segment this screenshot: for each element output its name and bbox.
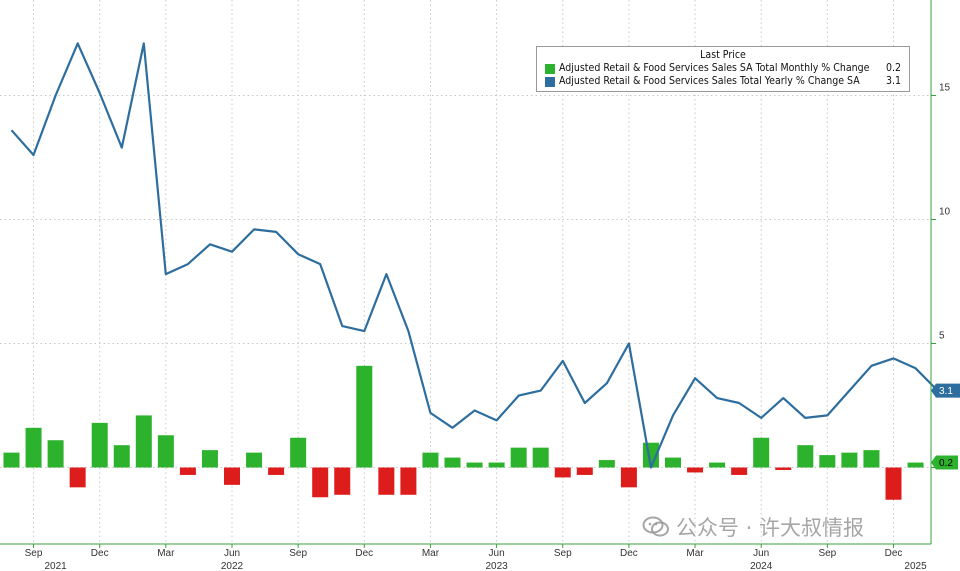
x-year-label: 2024 [750, 561, 773, 571]
monthly-change-bar [665, 457, 681, 468]
x-year-label: 2025 [904, 561, 927, 571]
monthly-change-bar [819, 455, 836, 468]
x-year-label: 2023 [485, 561, 508, 571]
monthly-change-bar [620, 467, 637, 488]
legend-value-monthly: 0.2 [885, 62, 901, 74]
monthly-change-bar [775, 467, 792, 470]
monthly-change-bar [554, 467, 571, 478]
wechat-icon [642, 516, 669, 537]
x-tick-label: Jun [753, 548, 769, 559]
monthly-change-bar [841, 452, 858, 468]
monthly-change-bar [598, 460, 615, 468]
x-tick-label: Mar [686, 548, 704, 559]
monthly-change-bar [885, 467, 902, 500]
last-value-tag-text: 3.1 [939, 386, 953, 397]
monthly-change-bar [246, 452, 263, 468]
legend-entry-monthly: Adjusted Retail & Food Services Sales SA… [537, 62, 909, 75]
yearly-change-line [10, 42, 939, 469]
monthly-change-bar [687, 467, 704, 473]
monthly-change-bar [3, 452, 20, 468]
y-tick-label: 5 [939, 331, 945, 342]
monthly-change-bar [312, 467, 329, 498]
legend-label-monthly: Adjusted Retail & Food Services Sales SA… [559, 62, 870, 74]
monthly-change-bar [69, 467, 86, 488]
monthly-change-bar [135, 415, 152, 468]
monthly-change-bar [179, 467, 196, 475]
x-tick-label: Mar [422, 548, 440, 559]
monthly-change-bar [201, 450, 218, 468]
monthly-change-bar [268, 467, 285, 475]
monthly-change-bar [709, 462, 726, 468]
monthly-change-bar [334, 467, 351, 495]
monthly-change-bar [157, 435, 174, 468]
monthly-change-bar [224, 467, 240, 485]
monthly-change-bar [422, 452, 439, 468]
monthly-change-bar [731, 467, 748, 475]
x-tick-label: Jun [224, 548, 240, 559]
monthly-last-value-tag: 0.2 [931, 455, 958, 470]
monthly-change-bar [444, 457, 461, 468]
last-value-tags: 3.1 0.2 [931, 383, 960, 470]
monthly-change-bar [797, 445, 814, 468]
monthly-change-bar [488, 462, 505, 468]
monthly-change-bar [378, 467, 395, 495]
legend-value-yearly: 3.1 [885, 75, 901, 87]
monthly-change-bar [356, 365, 373, 468]
yearly-change-line-layer [10, 42, 939, 469]
monthly-change-bar [863, 450, 880, 468]
legend-swatch-monthly [545, 64, 555, 74]
yearly-last-value-tag: 3.1 [931, 383, 960, 398]
monthly-change-bar [466, 462, 483, 468]
monthly-change-bar [113, 445, 130, 468]
last-value-tag-shape [931, 455, 958, 470]
monthly-change-bar [532, 447, 549, 468]
x-tick-label: Sep [554, 548, 572, 559]
watermark: 公众号 · 许大叔情报 [642, 512, 864, 542]
monthly-change-bar [510, 447, 527, 468]
last-value-tag-text: 0.2 [939, 458, 953, 469]
chart-legend: Last Price Adjusted Retail & Food Servic… [536, 46, 910, 92]
x-tick-label: Jun [489, 548, 505, 559]
x-tick-label: Dec [91, 548, 109, 559]
x-year-label: 2021 [44, 561, 67, 571]
x-tick-label: Sep [25, 548, 43, 559]
monthly-change-bar [47, 440, 64, 468]
monthly-change-bar [91, 422, 108, 468]
y-tick-label: 15 [939, 83, 951, 94]
x-tick-label: Sep [818, 548, 836, 559]
monthly-change-bar [290, 437, 307, 468]
monthly-change-bar [907, 462, 924, 468]
x-tick-label: Dec [885, 548, 903, 559]
x-year-label: 2022 [221, 561, 244, 571]
x-tick-label: Dec [355, 548, 373, 559]
legend-swatch-yearly [545, 77, 555, 87]
x-tick-label: Sep [289, 548, 307, 559]
monthly-change-bar [753, 437, 770, 468]
monthly-change-bar [25, 427, 42, 468]
x-tick-label: Mar [157, 548, 175, 559]
legend-entry-yearly: Adjusted Retail & Food Services Sales To… [537, 75, 909, 88]
monthly-change-bar [400, 467, 417, 495]
y-tick-label: 10 [939, 207, 951, 218]
legend-header: Last Price [700, 49, 746, 61]
monthly-change-bars [3, 365, 924, 500]
monthly-change-bar [576, 467, 593, 475]
last-value-tag-shape [931, 383, 960, 398]
legend-label-yearly: Adjusted Retail & Food Services Sales To… [559, 75, 860, 87]
x-tick-label: Dec [620, 548, 638, 559]
watermark-text: 公众号 · 许大叔情报 [676, 516, 865, 540]
